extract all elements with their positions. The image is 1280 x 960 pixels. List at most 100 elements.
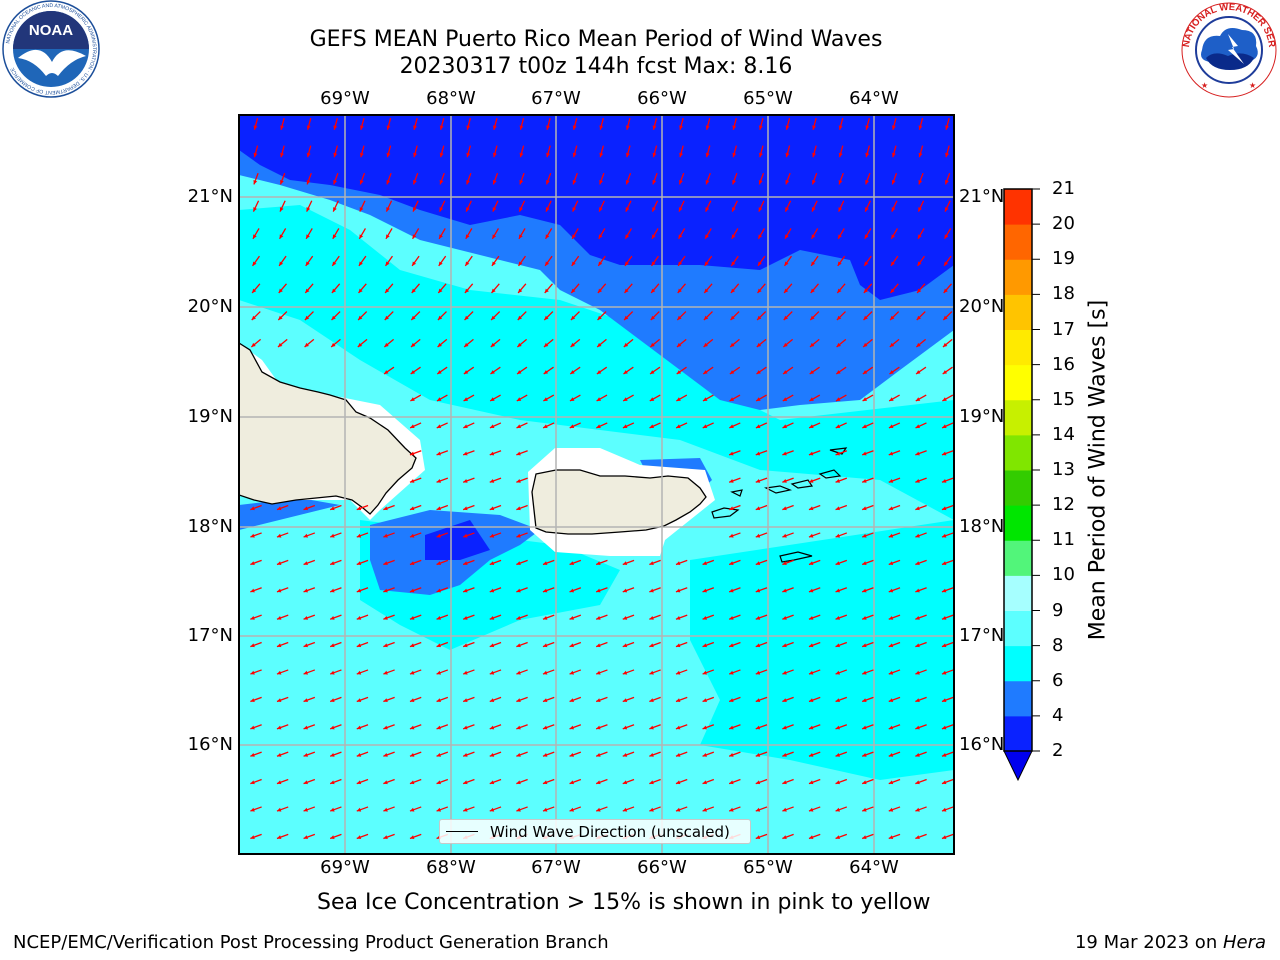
wind-arrow-head: [675, 588, 681, 593]
wind-arrow-head: [516, 506, 521, 511]
wave-period-field-4-6-northwest: [239, 205, 954, 520]
wind-arrow-head: [785, 179, 790, 185]
colorbar-tick-label: 8: [1052, 634, 1064, 656]
wind-arrow-head: [757, 261, 762, 266]
wind-arrow-head: [835, 616, 841, 620]
map-legend: Wind Wave Direction (unscaled): [439, 819, 751, 844]
colorbar-segment: [1004, 470, 1032, 506]
wind-arrow-head: [782, 698, 787, 702]
wind-arrow-head: [755, 561, 761, 565]
wind-arrow-head: [253, 207, 257, 212]
wind-arrow-head: [782, 561, 787, 565]
wind-arrow-head: [675, 698, 681, 702]
wave-period-field-under-2-south: [425, 520, 490, 560]
wind-arrow-head: [838, 179, 843, 185]
wind-arrow-head: [516, 616, 521, 620]
wind-arrow-head: [862, 698, 867, 702]
wind-arrow-head: [785, 125, 790, 130]
wind-arrow-head: [384, 342, 389, 348]
wind-arrow-head: [888, 561, 894, 565]
wind-arrow-head: [915, 698, 920, 702]
wind-arrow-head: [466, 207, 470, 212]
wind-arrow-head: [569, 616, 575, 620]
wind-arrow-head: [330, 561, 335, 565]
wind-arrow-head: [918, 152, 923, 158]
wind-arrow-head: [888, 479, 894, 483]
wind-arrow-head: [279, 261, 284, 266]
wind-arrow-head: [489, 670, 495, 675]
wind-arrow-head: [463, 616, 468, 620]
wind-arrow-head: [808, 616, 814, 620]
wind-arrow-head: [623, 342, 629, 348]
wind-arrow-head: [888, 670, 894, 675]
wind-arrow-head: [569, 670, 575, 675]
wind-arrow-head: [917, 261, 922, 266]
colorbar-tick-label: 6: [1052, 669, 1064, 691]
wind-arrow-head: [729, 533, 734, 538]
wind-arrow-head: [596, 561, 601, 565]
colorbar-tick-label: 2: [1052, 740, 1064, 761]
wind-arrow-head: [437, 342, 442, 348]
wind-arrow-head: [330, 698, 335, 702]
wind-arrow-head: [808, 451, 814, 456]
wind-arrow-head: [835, 397, 841, 401]
wind-arrow-head: [543, 397, 548, 401]
wind-arrow-head: [676, 342, 682, 348]
wind-arrow-head: [463, 670, 468, 675]
colorbar-tick-label: 20: [1052, 213, 1075, 235]
wind-arrow-head: [333, 207, 337, 212]
wind-arrow-head: [862, 807, 867, 812]
wind-arrow-head: [758, 179, 763, 185]
wind-arrow-head: [383, 807, 388, 812]
wind-arrow-head: [411, 288, 416, 293]
wind-arrow-head: [622, 424, 628, 429]
wind-arrow-head: [596, 643, 601, 648]
chart-subtitle: 20230317 t00z 144h fcst Max: 8.16: [399, 54, 793, 79]
wind-arrow-head: [306, 125, 311, 130]
wind-arrow-head: [463, 643, 468, 648]
wind-arrow-head: [543, 424, 548, 429]
wind-arrow-head: [941, 506, 947, 511]
lon-label-bottom: 68°W: [426, 857, 476, 878]
wind-arrow-head: [383, 698, 388, 702]
wind-arrow-head: [570, 370, 575, 375]
wind-arrow-head: [676, 370, 682, 375]
wind-arrow-head: [276, 533, 282, 538]
colorbar-segment: [1004, 610, 1032, 647]
wind-arrow-head: [464, 342, 469, 348]
wind-arrow-head: [571, 261, 576, 266]
wind-arrow-head: [891, 152, 896, 158]
wind-arrow-head: [519, 179, 524, 185]
wind-arrow-head: [865, 179, 869, 185]
wind-arrow-head: [489, 588, 495, 593]
wind-arrow-head: [888, 451, 894, 456]
wind-arrow-head: [915, 506, 920, 511]
lat-label-left: 19°N: [187, 406, 233, 427]
wind-arrow-head: [542, 588, 548, 593]
wind-arrow-head: [303, 835, 309, 839]
wind-arrow-head: [276, 616, 282, 620]
wind-arrow-head: [596, 698, 601, 702]
wind-arrow-head: [862, 753, 867, 757]
wind-arrow-head: [679, 125, 684, 130]
wind-arrow-head: [782, 643, 787, 648]
wind-arrow-head: [358, 288, 363, 293]
wind-arrow-head: [572, 125, 577, 130]
wind-arrow-head: [516, 479, 521, 483]
wind-arrow-head: [438, 261, 443, 266]
wind-arrow-head: [489, 533, 495, 538]
wind-arrow-head: [596, 616, 601, 620]
wind-arrow-head: [755, 479, 761, 483]
wind-arrow-head: [409, 835, 415, 839]
wind-arrow-head: [703, 315, 709, 321]
wind-arrow-head: [436, 451, 442, 456]
wind-arrow-head: [782, 835, 787, 839]
wind-arrow-head: [413, 152, 418, 158]
wind-arrow-head: [755, 807, 761, 812]
wind-arrow-head: [915, 616, 920, 620]
wind-arrow-head: [941, 670, 947, 675]
wind-arrow-head: [679, 179, 683, 185]
wind-arrow-head: [356, 835, 362, 839]
wind-arrow-head: [278, 288, 283, 293]
wind-arrow-head: [546, 179, 550, 185]
